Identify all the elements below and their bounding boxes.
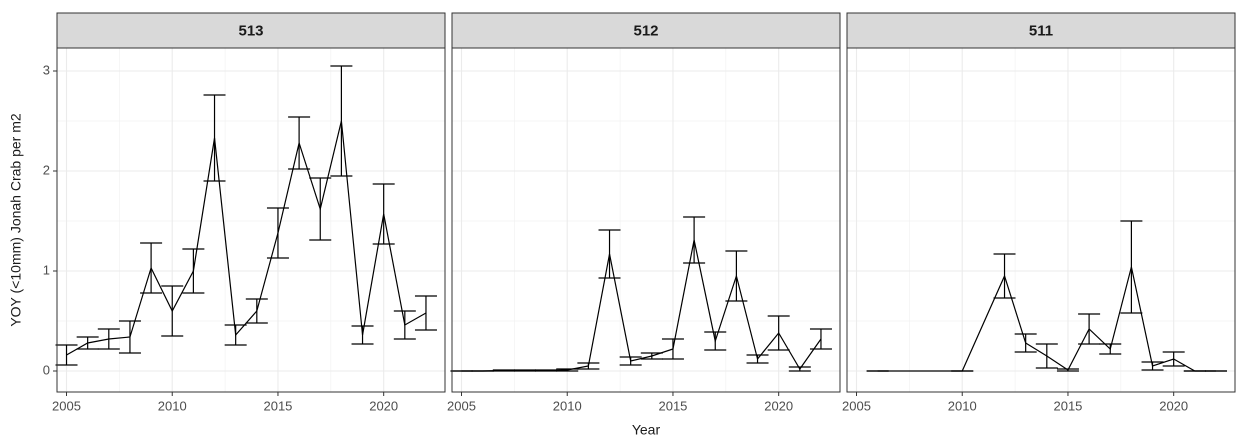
x-tick-label: 2020 [1159, 398, 1188, 413]
series-line [461, 239, 822, 372]
strip-label: 513 [238, 22, 263, 39]
x-tick-label: 2020 [764, 398, 793, 413]
series-line [877, 266, 1216, 372]
strip [451, 12, 841, 49]
y-tick-label: 0 [43, 362, 50, 377]
x-tick-label: 2010 [948, 398, 977, 413]
x-tick-label: 2020 [369, 398, 398, 413]
strip-label: 512 [633, 22, 658, 39]
series-line [66, 120, 427, 356]
x-tick-label: 2015 [263, 398, 292, 413]
panel-border [846, 47, 1236, 393]
strip-label: 511 [1029, 22, 1053, 39]
plot-background [847, 48, 1235, 392]
y-tick-label: 2 [43, 162, 50, 177]
x-axis-title: Year [632, 422, 661, 438]
y-tick-label: 1 [43, 262, 50, 277]
x-tick-label: 2015 [658, 398, 687, 413]
plot-background [57, 48, 445, 392]
strip [56, 12, 446, 49]
y-axis-title: YOY (<10mm) Jonah Crab per m2 [8, 113, 24, 327]
panel-border [451, 47, 841, 393]
plot-background [452, 48, 840, 392]
x-tick-label: 2005 [842, 398, 871, 413]
x-tick-label: 2015 [1053, 398, 1082, 413]
x-tick-label: 2010 [553, 398, 582, 413]
x-tick-label: 2005 [447, 398, 476, 413]
y-tick-label: 3 [43, 62, 50, 77]
x-tick-label: 2010 [158, 398, 187, 413]
panel-border [56, 47, 446, 393]
x-tick-label: 2005 [52, 398, 81, 413]
